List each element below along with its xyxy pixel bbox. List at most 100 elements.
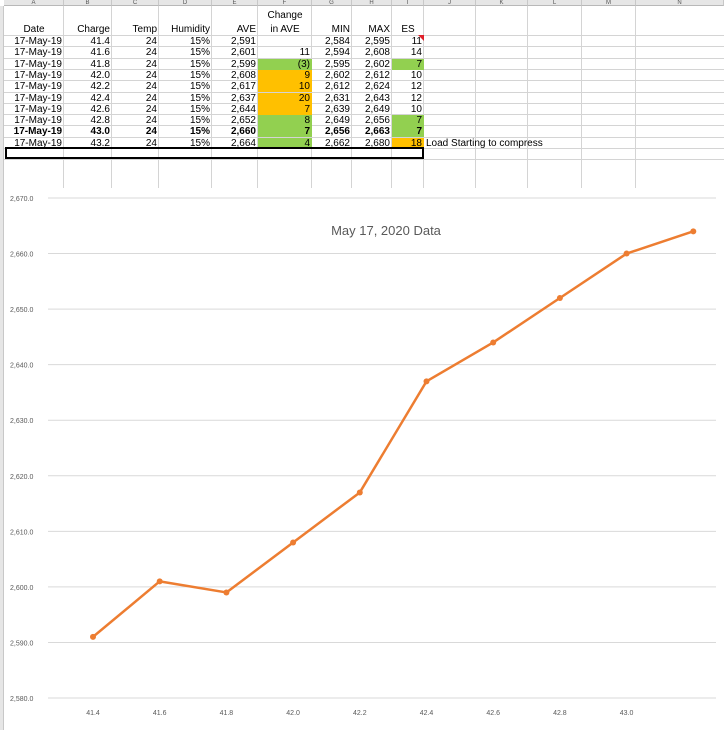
cell-es[interactable]: 10 bbox=[410, 103, 422, 115]
cell-ave[interactable]: 2,617 bbox=[230, 81, 256, 93]
data-point[interactable] bbox=[556, 295, 563, 301]
column-header-g[interactable]: G bbox=[312, 0, 352, 6]
cell-min[interactable]: 2,662 bbox=[324, 137, 350, 149]
cell-charge[interactable]: 41.4 bbox=[90, 36, 110, 47]
cell-humidity[interactable]: 15% bbox=[189, 103, 210, 115]
cell-change[interactable]: 11 bbox=[299, 47, 310, 59]
cell-min[interactable]: 2,639 bbox=[324, 103, 350, 115]
column-header-f[interactable]: F bbox=[258, 0, 312, 6]
column-header-c[interactable]: C bbox=[112, 0, 159, 6]
cell-min[interactable]: 2,594 bbox=[324, 47, 350, 59]
cell-date[interactable]: 17-May-19 bbox=[14, 81, 62, 93]
column-header-h[interactable]: H bbox=[352, 0, 392, 6]
cell-min[interactable]: 2,649 bbox=[324, 115, 350, 127]
cell-max[interactable]: 2,595 bbox=[364, 36, 390, 47]
header-es[interactable]: ES bbox=[401, 24, 415, 35]
cell-ave[interactable]: 2,644 bbox=[230, 103, 256, 115]
cell-change[interactable]: 7 bbox=[258, 103, 312, 115]
cell-temp[interactable]: 24 bbox=[145, 47, 157, 59]
cell-max[interactable]: 2,612 bbox=[364, 69, 390, 81]
column-header-m[interactable]: M bbox=[582, 0, 636, 6]
column-header-l[interactable]: L bbox=[528, 0, 582, 6]
line-chart[interactable]: 2,580.0 2,590.0 2,600.0 2,610.0 2,620.0 2,630… bbox=[4, 188, 724, 730]
cell-temp[interactable]: 24 bbox=[145, 92, 157, 104]
data-point[interactable] bbox=[290, 539, 297, 546]
header-ave[interactable]: AVE bbox=[236, 24, 256, 35]
cell-min[interactable]: 2,584 bbox=[324, 36, 350, 47]
cell-min[interactable]: 2,656 bbox=[324, 126, 350, 138]
cell-date[interactable]: 17-May-19 bbox=[14, 58, 62, 70]
data-point[interactable] bbox=[490, 339, 497, 346]
cell-humidity[interactable]: 15% bbox=[189, 36, 210, 47]
column-header-e[interactable]: E bbox=[212, 0, 258, 6]
data-point[interactable] bbox=[690, 228, 697, 235]
cell-change[interactable]: 8 bbox=[258, 115, 312, 127]
cell-note[interactable]: Load Starting to compress bbox=[426, 137, 543, 149]
header-max[interactable]: MAX bbox=[368, 24, 390, 35]
cell-ave[interactable]: 2,660 bbox=[230, 126, 256, 138]
column-header-b[interactable]: B bbox=[64, 0, 112, 6]
cell-max[interactable]: 2,656 bbox=[364, 115, 390, 127]
chart-title[interactable]: May 17, 2020 Data bbox=[331, 223, 442, 238]
cell-change[interactable]: 20 bbox=[258, 92, 312, 104]
header-humidity[interactable]: Humidity bbox=[171, 24, 210, 35]
cell-charge[interactable]: 41.6 bbox=[90, 47, 110, 59]
cell-min[interactable]: 2,631 bbox=[324, 92, 350, 104]
cell-ave[interactable]: 2,601 bbox=[230, 47, 256, 59]
cell-max[interactable]: 2,649 bbox=[364, 103, 390, 115]
data-point[interactable] bbox=[90, 633, 96, 640]
cell-es[interactable]: 12 bbox=[410, 81, 422, 93]
cell-change[interactable]: (3) bbox=[258, 58, 312, 70]
cell-change[interactable]: 10 bbox=[258, 81, 312, 93]
cell-change[interactable]: 7 bbox=[258, 126, 312, 138]
cell-es[interactable]: 7 bbox=[392, 115, 424, 127]
data-point[interactable] bbox=[356, 489, 363, 496]
cell-min[interactable]: 2,612 bbox=[324, 81, 350, 93]
header-change-line2[interactable]: in AVE bbox=[270, 24, 300, 35]
cell-es[interactable]: 18 bbox=[392, 137, 424, 149]
cell-temp[interactable]: 24 bbox=[145, 137, 157, 149]
cell-date[interactable]: 17-May-19 bbox=[14, 92, 62, 104]
cell-ave[interactable]: 2,608 bbox=[230, 69, 256, 81]
column-header-a[interactable]: A bbox=[4, 0, 64, 6]
cell-es[interactable]: 14 bbox=[410, 47, 422, 59]
header-change-line1[interactable]: Change bbox=[267, 10, 303, 21]
data-point[interactable] bbox=[223, 589, 230, 596]
cell-max[interactable]: 2,608 bbox=[364, 47, 390, 59]
column-header-k[interactable]: K bbox=[476, 0, 528, 6]
cell-date[interactable]: 17-May-19 bbox=[14, 115, 62, 127]
cell-date[interactable]: 17-May-19 bbox=[14, 103, 62, 115]
cell-es[interactable]: 10 bbox=[410, 69, 422, 81]
cell-humidity[interactable]: 15% bbox=[189, 92, 210, 104]
cell-charge[interactable]: 42.2 bbox=[90, 81, 110, 93]
cell-change[interactable]: 4 bbox=[258, 137, 312, 149]
cell-ave[interactable]: 2,652 bbox=[230, 115, 256, 127]
cell-humidity[interactable]: 15% bbox=[189, 126, 210, 138]
cell-charge[interactable]: 43.0 bbox=[90, 126, 110, 138]
cell-ave[interactable]: 2,637 bbox=[230, 92, 256, 104]
cell-charge[interactable]: 42.6 bbox=[90, 103, 110, 115]
cell-temp[interactable]: 24 bbox=[145, 81, 157, 93]
cell-temp[interactable]: 24 bbox=[145, 36, 157, 47]
header-temp[interactable]: Temp bbox=[132, 24, 157, 35]
cell-es[interactable]: 11 bbox=[411, 36, 422, 47]
cell-temp[interactable]: 24 bbox=[145, 58, 157, 70]
column-header-i[interactable]: I bbox=[392, 0, 424, 6]
cell-charge[interactable]: 42.4 bbox=[90, 92, 110, 104]
cell-change[interactable] bbox=[258, 36, 312, 47]
cell-es[interactable]: 12 bbox=[410, 92, 422, 104]
cell-max[interactable]: 2,663 bbox=[364, 126, 390, 138]
data-point[interactable] bbox=[423, 378, 430, 385]
cell-date[interactable]: 17-May-19 bbox=[14, 137, 62, 149]
cell-ave[interactable]: 2,599 bbox=[230, 58, 256, 70]
cell-humidity[interactable]: 15% bbox=[189, 81, 210, 93]
header-date[interactable]: Date bbox=[23, 24, 45, 35]
data-point[interactable] bbox=[156, 578, 163, 585]
cell-min[interactable]: 2,602 bbox=[324, 69, 350, 81]
cell-humidity[interactable]: 15% bbox=[189, 137, 210, 149]
cell-humidity[interactable]: 15% bbox=[189, 58, 210, 70]
cell-max[interactable]: 2,624 bbox=[364, 81, 390, 93]
column-header-n[interactable]: N bbox=[636, 0, 724, 6]
cell-temp[interactable]: 24 bbox=[145, 115, 157, 127]
cell-charge[interactable]: 43.2 bbox=[90, 137, 110, 149]
